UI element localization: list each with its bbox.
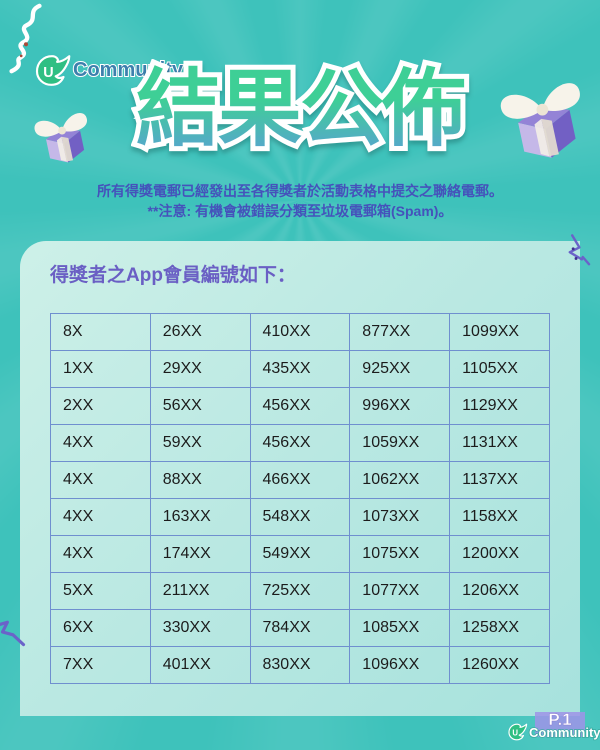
svg-text:U: U [512,729,518,738]
